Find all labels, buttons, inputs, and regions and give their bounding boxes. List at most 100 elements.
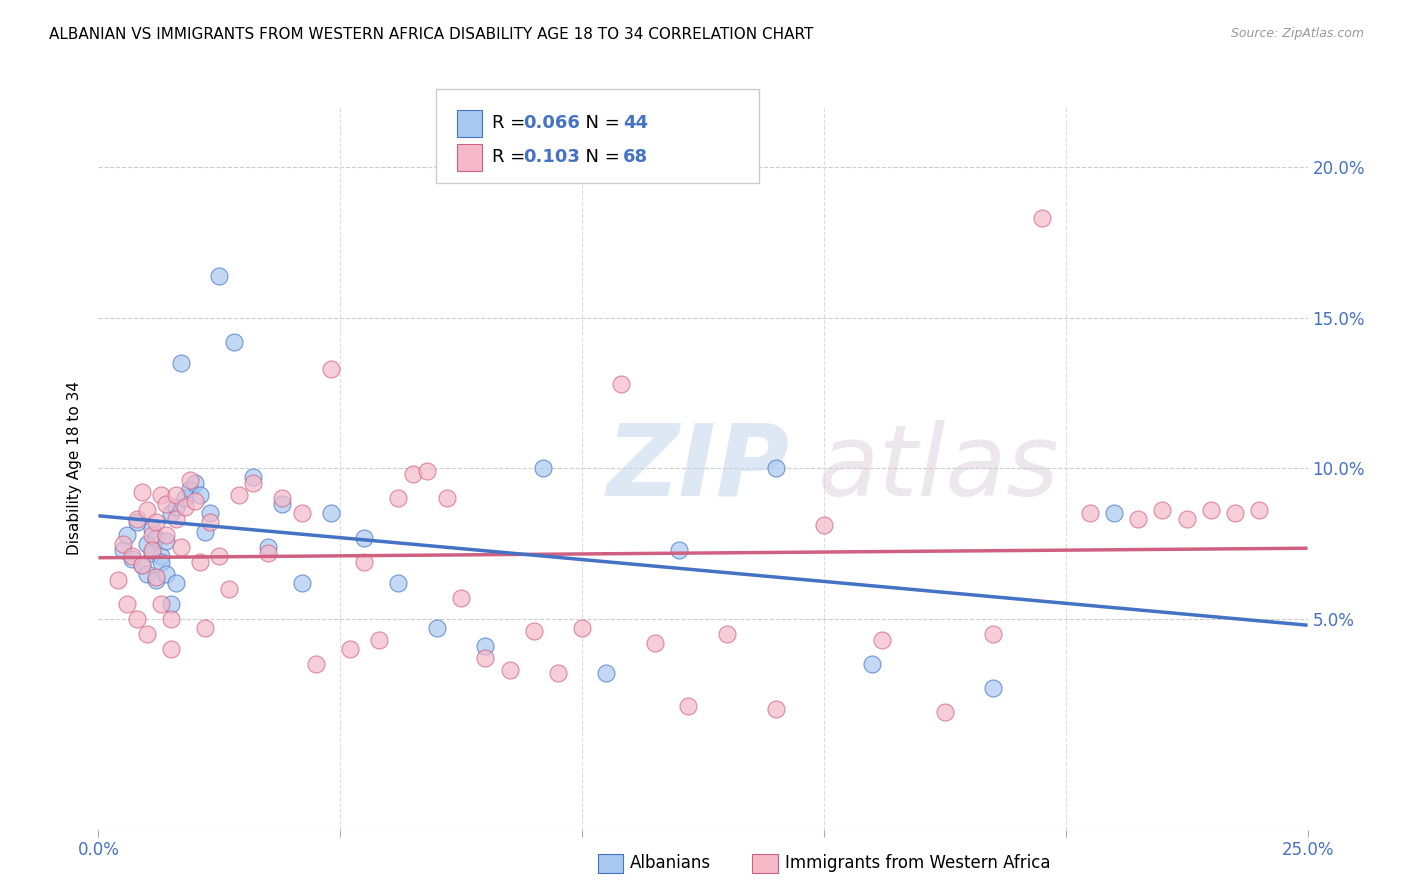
Point <box>208 549 231 563</box>
Text: atlas: atlas <box>818 420 1060 516</box>
Point <box>135 566 157 581</box>
Point <box>353 555 375 569</box>
Point <box>436 491 458 506</box>
Point <box>531 461 554 475</box>
Point <box>474 639 496 653</box>
Point <box>194 621 217 635</box>
Point <box>155 527 177 541</box>
Point <box>184 476 207 491</box>
Point <box>678 699 700 714</box>
Point <box>150 488 173 502</box>
Point <box>402 467 425 482</box>
Point <box>222 334 245 349</box>
Point <box>127 512 149 526</box>
Point <box>188 488 211 502</box>
Point <box>160 612 183 626</box>
Point <box>179 473 201 487</box>
Text: R =: R = <box>492 114 531 132</box>
Point <box>121 551 143 566</box>
Point <box>242 470 264 484</box>
Point <box>1078 507 1101 521</box>
Point <box>107 573 129 587</box>
Point <box>145 573 167 587</box>
Point <box>305 657 328 671</box>
Point <box>353 531 375 545</box>
Point <box>141 521 163 535</box>
Text: N =: N = <box>574 114 626 132</box>
Point <box>1223 507 1246 521</box>
Point <box>145 516 167 530</box>
Point <box>117 527 139 541</box>
Point <box>208 268 231 283</box>
Point <box>228 488 250 502</box>
Point <box>595 665 617 680</box>
Point <box>184 494 207 508</box>
Point <box>155 498 177 512</box>
Point <box>160 642 183 657</box>
Point <box>387 491 409 506</box>
Point <box>765 702 787 716</box>
Point <box>256 545 278 560</box>
Point <box>765 461 787 475</box>
Point <box>668 542 690 557</box>
Point <box>387 575 409 590</box>
Point <box>145 531 167 545</box>
Text: Albanians: Albanians <box>630 855 711 872</box>
Point <box>188 555 211 569</box>
Point <box>165 575 187 590</box>
Point <box>131 558 153 572</box>
Text: 44: 44 <box>623 114 648 132</box>
Point <box>174 491 197 506</box>
Point <box>1102 507 1125 521</box>
Point <box>141 527 163 541</box>
Point <box>218 582 240 596</box>
Point <box>716 627 738 641</box>
Point <box>290 507 312 521</box>
Text: 68: 68 <box>623 148 648 166</box>
Point <box>165 488 187 502</box>
Point <box>131 558 153 572</box>
Point <box>145 570 167 584</box>
Point <box>169 356 191 370</box>
Text: N =: N = <box>574 148 626 166</box>
Point <box>127 612 149 626</box>
Point <box>150 549 173 563</box>
Point <box>198 507 221 521</box>
Point <box>319 362 342 376</box>
Point <box>290 575 312 590</box>
Point <box>498 663 520 677</box>
Point <box>179 483 201 497</box>
Point <box>150 597 173 611</box>
Point <box>135 503 157 517</box>
Point <box>644 636 666 650</box>
Point <box>981 627 1004 641</box>
Point <box>198 516 221 530</box>
Point <box>111 536 134 550</box>
Point <box>860 657 883 671</box>
Point <box>155 533 177 548</box>
Point <box>934 705 956 719</box>
Point <box>256 540 278 554</box>
Point <box>523 624 546 638</box>
Point <box>813 518 835 533</box>
Point <box>150 555 173 569</box>
Y-axis label: Disability Age 18 to 34: Disability Age 18 to 34 <box>67 381 83 556</box>
Point <box>174 500 197 515</box>
Point <box>135 536 157 550</box>
Text: 0.066: 0.066 <box>523 114 579 132</box>
Point <box>1175 512 1198 526</box>
Point <box>121 549 143 563</box>
Point <box>141 542 163 557</box>
Point <box>160 597 183 611</box>
Point <box>131 485 153 500</box>
Text: ZIP: ZIP <box>606 420 789 516</box>
Point <box>127 516 149 530</box>
Point <box>1199 503 1222 517</box>
Point <box>155 566 177 581</box>
Point <box>165 500 187 515</box>
Point <box>474 651 496 665</box>
Point <box>1031 211 1053 226</box>
Text: Immigrants from Western Africa: Immigrants from Western Africa <box>785 855 1050 872</box>
Point <box>160 507 183 521</box>
Point <box>571 621 593 635</box>
